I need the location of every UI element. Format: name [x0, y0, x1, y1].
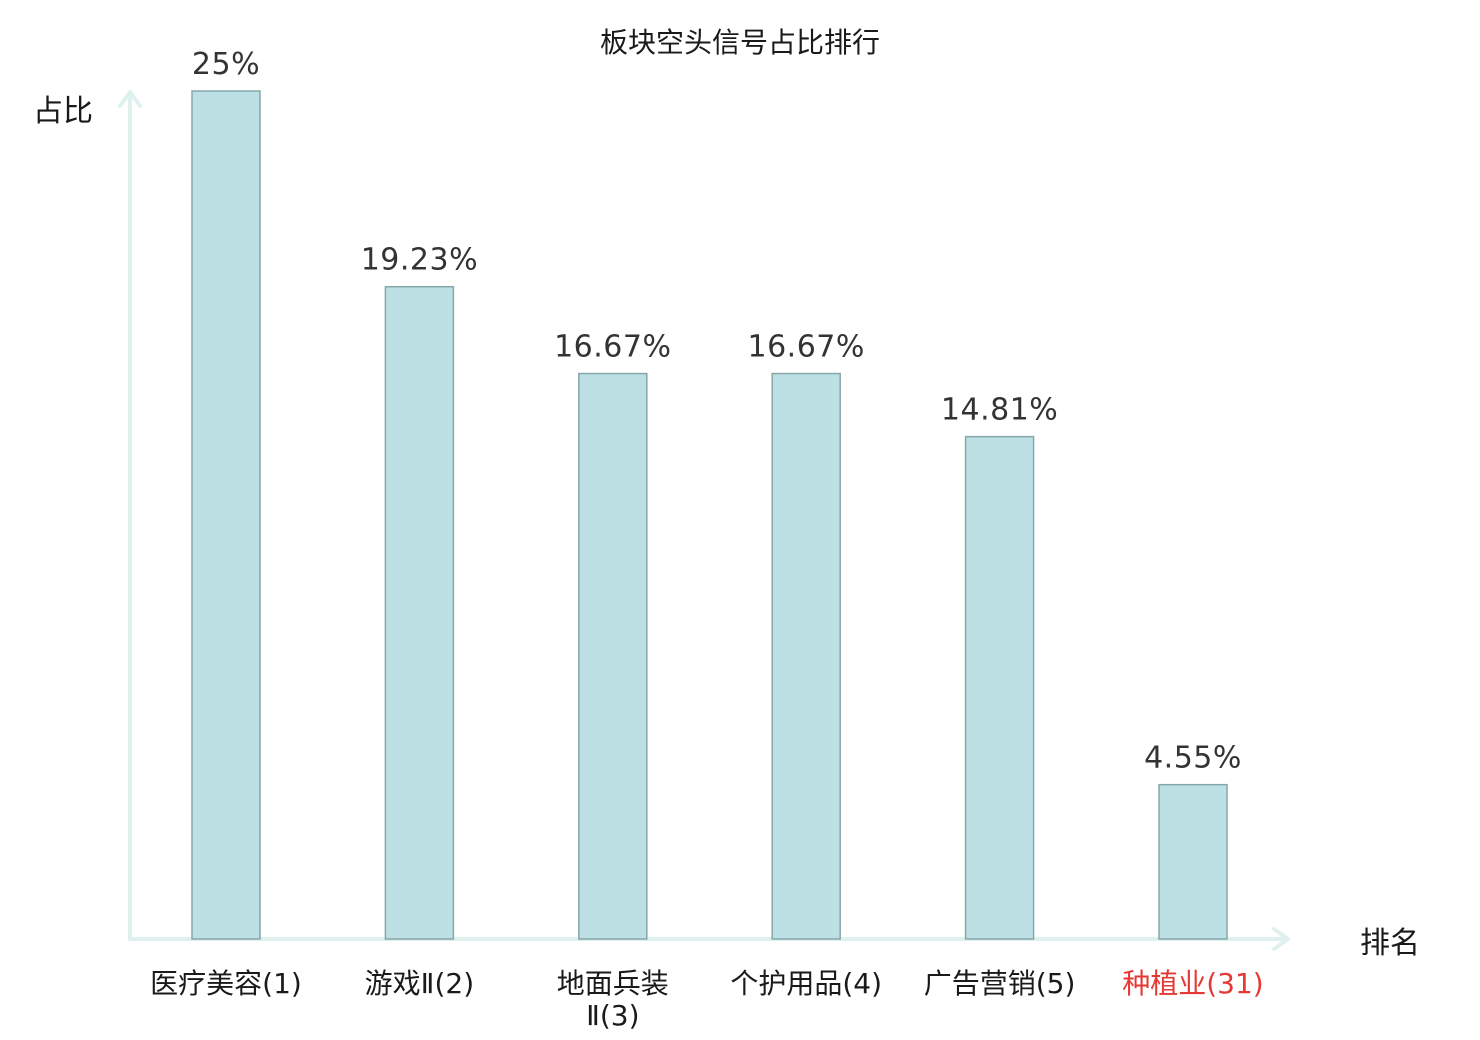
category-label-6: 种植业(31): [1122, 967, 1263, 1000]
x-axis-label: 排名: [1360, 926, 1420, 961]
bar-2[interactable]: [384, 285, 455, 940]
value-label-4: 16.67%: [748, 330, 865, 365]
bars-group: [191, 90, 1228, 940]
category-label-3-line-2: Ⅱ(3): [586, 999, 639, 1032]
bar-5[interactable]: [964, 435, 1035, 940]
value-label-1: 25%: [192, 47, 260, 82]
category-label-5: 广告营销(5): [924, 967, 1076, 1000]
value-label-6: 4.55%: [1144, 741, 1242, 776]
value-label-3: 16.67%: [554, 330, 671, 365]
y-axis-label: 占比: [33, 94, 93, 129]
value-labels-group: 25% 19.23% 16.67% 16.67% 14.81% 4.55%: [192, 47, 1242, 776]
chart-title: 板块空头信号占比排行: [600, 26, 880, 59]
category-label-1: 医疗美容(1): [150, 967, 302, 1000]
category-label-4: 个护用品(4): [730, 967, 882, 1000]
bar-1[interactable]: [191, 90, 261, 940]
category-label-3-line-1: 地面兵装: [557, 967, 669, 1000]
value-label-5: 14.81%: [941, 393, 1058, 428]
bar-4[interactable]: [771, 372, 841, 940]
bar-3[interactable]: [578, 372, 648, 940]
value-label-2: 19.23%: [361, 243, 478, 278]
bar-6[interactable]: [1158, 783, 1228, 940]
x-axis: [128, 927, 1290, 951]
category-label-2: 游戏Ⅱ(2): [365, 967, 474, 1000]
y-axis: [118, 90, 142, 941]
